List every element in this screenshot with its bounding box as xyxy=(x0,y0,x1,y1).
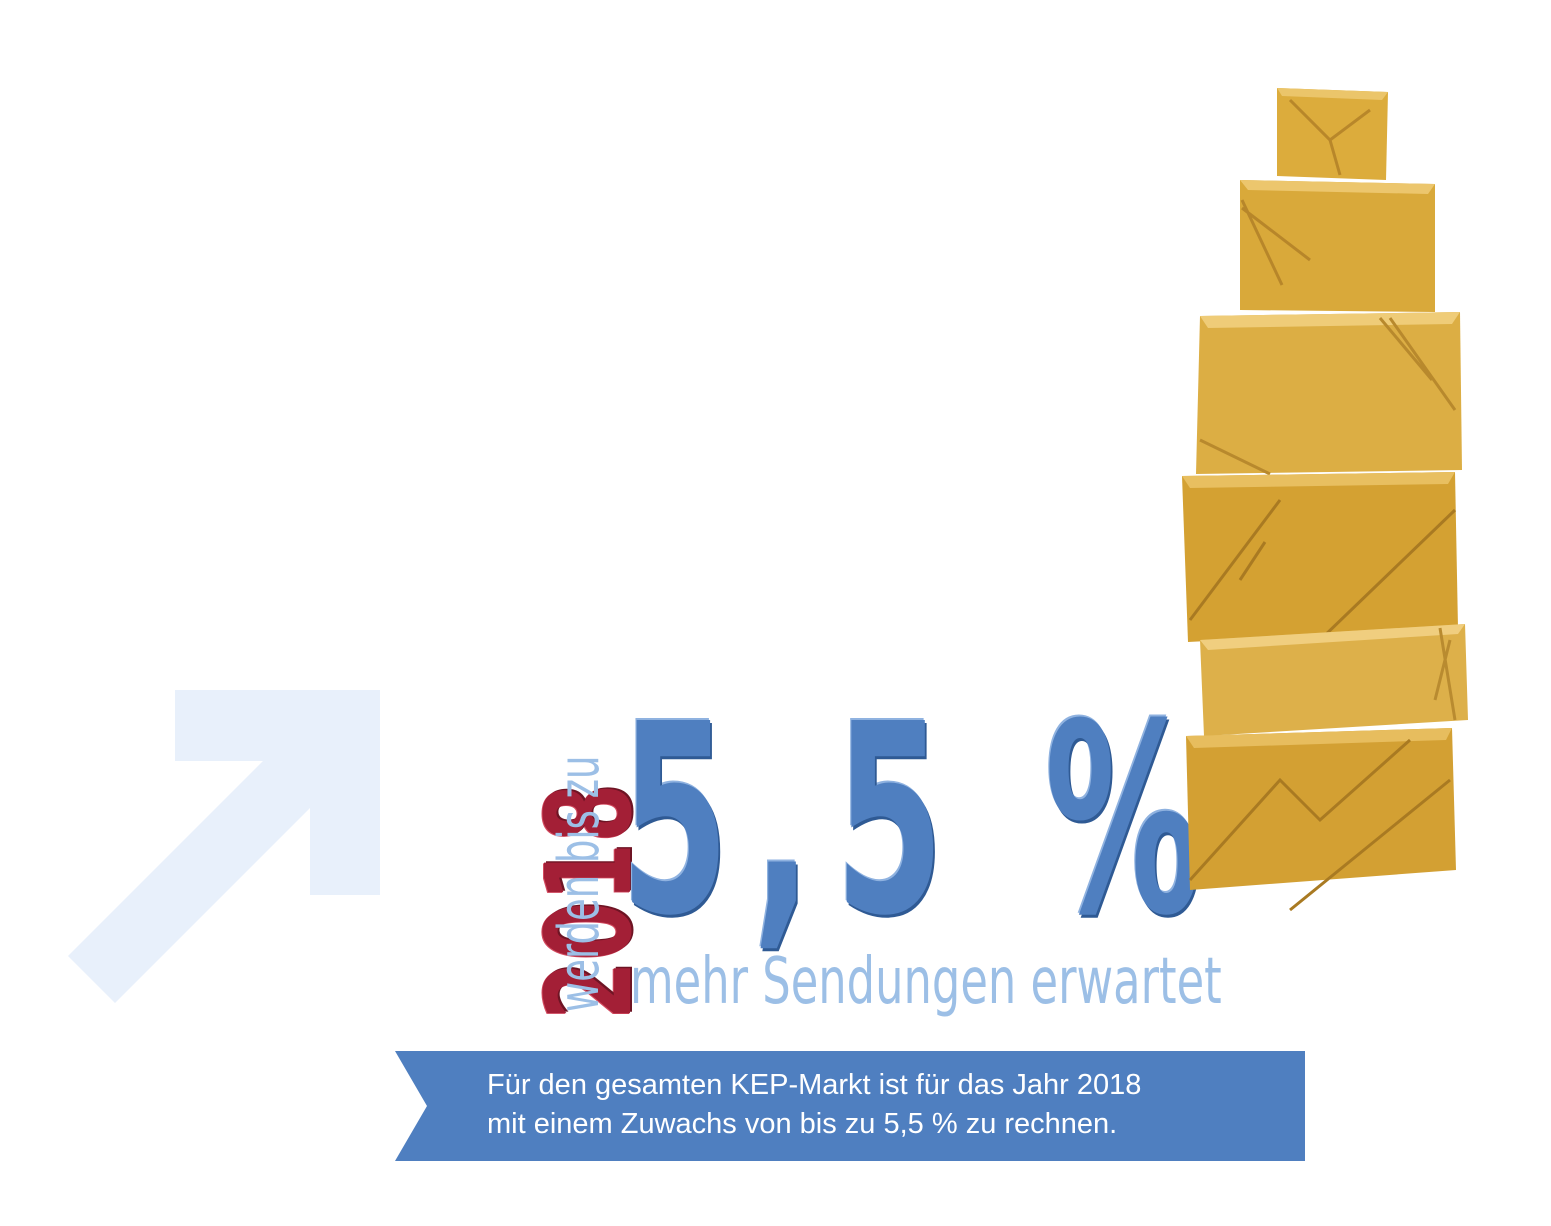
parcel-stack-illustration xyxy=(1182,88,1468,912)
banner-line-2: mit einem Zuwachs von bis zu 5,5 % zu re… xyxy=(487,1108,1118,1140)
parcel-2 xyxy=(1200,624,1468,736)
parcel-5 xyxy=(1240,180,1435,312)
banner-ribbon-shape xyxy=(395,1051,1305,1161)
info-banner: Für den gesamten KEP-Markt ist für das J… xyxy=(395,1051,1305,1161)
percent-value: 5,5 % xyxy=(620,668,1225,973)
subline-label: mehr Sendungen erwartet xyxy=(630,945,1222,1019)
intro-label: werden bis zu xyxy=(547,755,612,1012)
parcel-3 xyxy=(1182,472,1458,642)
banner-line-1: Für den gesamten KEP-Markt ist für das J… xyxy=(487,1069,1142,1101)
parcel-6 xyxy=(1277,88,1388,180)
parcel-4 xyxy=(1196,312,1462,476)
parcel-1 xyxy=(1186,728,1456,912)
growth-arrow-shape xyxy=(68,690,380,1003)
banner-text: Für den gesamten KEP-Markt ist für das J… xyxy=(487,1066,1287,1144)
growth-arrow-icon xyxy=(68,690,380,1003)
